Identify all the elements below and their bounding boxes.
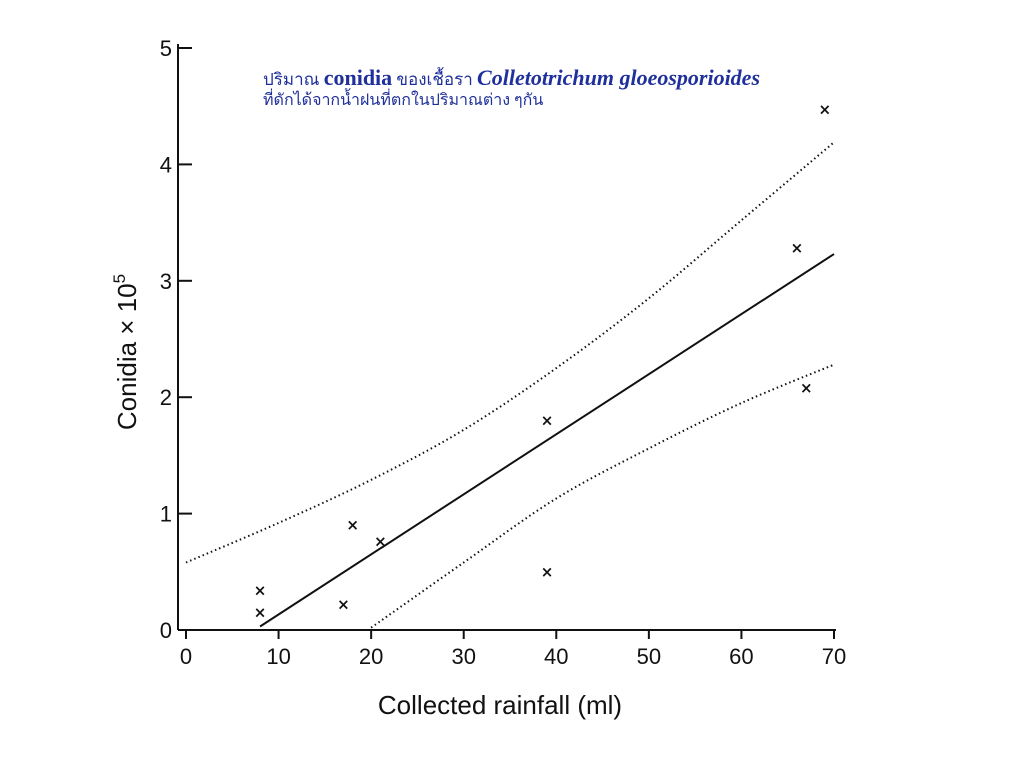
- x-ticks: 0 10 20 30 40 50 60 70: [180, 630, 846, 669]
- data-points: × × × × × × × × × ×: [254, 101, 831, 622]
- data-point: ×: [541, 411, 554, 429]
- lower-confidence-band: [370, 363, 835, 629]
- x-tick-label: 60: [729, 644, 753, 669]
- y-tick-label: 3: [160, 269, 172, 294]
- data-point: ×: [254, 581, 267, 599]
- data-point: ×: [346, 516, 359, 534]
- y-axis-title: Conidia × 105: [110, 274, 142, 430]
- x-tick-label: 50: [637, 644, 661, 669]
- y-tick-label: 4: [160, 152, 172, 177]
- y-tick-label: 0: [160, 618, 172, 643]
- x-tick-label: 0: [180, 644, 192, 669]
- data-point: ×: [800, 379, 813, 397]
- regression-line: [259, 253, 835, 628]
- chart-caption: ปริมาณ conidia ของเชื้อรา Colletotrichum…: [263, 66, 760, 110]
- y-tick-label: 2: [160, 385, 172, 410]
- confidence-bands: [185, 141, 835, 629]
- caption-line-1: ปริมาณ conidia ของเชื้อรา Colletotrichum…: [263, 66, 760, 89]
- caption-part-3: ของเชื้อรา: [392, 70, 478, 89]
- data-point: ×: [541, 563, 554, 581]
- upper-confidence-band: [185, 141, 835, 564]
- x-tick-label: 70: [822, 644, 846, 669]
- y-tick-label: 5: [160, 36, 172, 61]
- chart-axes: [177, 44, 836, 631]
- caption-part-1: ปริมาณ: [263, 70, 324, 89]
- x-tick-label: 20: [359, 644, 383, 669]
- x-tick-label: 30: [451, 644, 475, 669]
- y-tick-label: 1: [160, 502, 172, 527]
- caption-part-4: Colletotrichum gloeosporioides: [477, 65, 761, 90]
- data-point: ×: [818, 101, 831, 119]
- data-point: ×: [254, 604, 267, 622]
- x-axis-title: Collected rainfall (ml): [378, 690, 622, 720]
- data-point: ×: [337, 595, 350, 613]
- y-axis-title-exponent: 5: [110, 274, 129, 283]
- data-point: ×: [374, 533, 387, 551]
- caption-part-2: conidia: [323, 65, 393, 90]
- caption-line-2: ที่ดักได้จากน้ำฝนที่ตกในปริมาณต่าง ๆกัน: [263, 92, 544, 110]
- x-tick-label: 40: [544, 644, 568, 669]
- y-axis-title-base: Conidia × 10: [112, 283, 142, 430]
- x-tick-label: 10: [266, 644, 290, 669]
- y-ticks: 0 1 2 3 4 5: [160, 36, 192, 643]
- data-point: ×: [791, 239, 804, 257]
